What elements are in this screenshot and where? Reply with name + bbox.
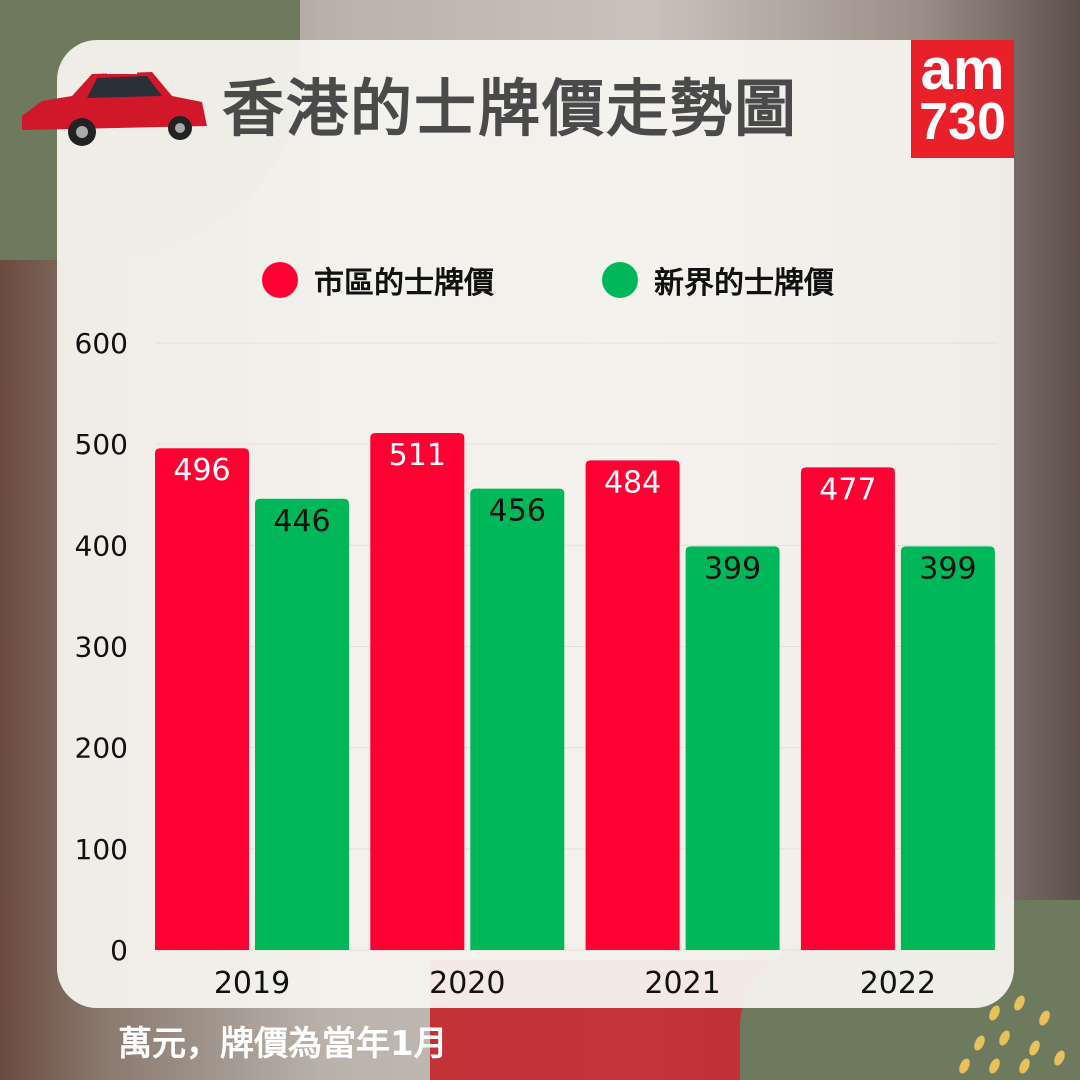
footnote: 萬元，牌價為當年1月 <box>118 1024 448 1064</box>
data-label: 456 <box>489 494 546 529</box>
data-label: 477 <box>819 472 876 507</box>
taxi-icon <box>22 68 207 146</box>
y-tick-label: 600 <box>75 327 128 360</box>
data-label: 399 <box>704 551 761 586</box>
bar-urban <box>370 433 465 950</box>
bar-nt <box>470 488 565 950</box>
legend-dot-green <box>602 262 638 298</box>
data-label: 496 <box>173 453 230 488</box>
data-label: 446 <box>273 504 330 539</box>
x-tick-label: 2020 <box>429 966 505 1001</box>
legend-item-urban: 市區的士牌價 <box>262 258 494 302</box>
bar-urban <box>800 467 895 950</box>
bar-urban <box>585 460 680 950</box>
y-tick-label: 300 <box>75 631 128 664</box>
y-tick-label: 400 <box>75 529 128 562</box>
y-tick-label: 200 <box>75 732 128 765</box>
bar-nt <box>900 546 995 950</box>
legend-dot-red <box>262 262 298 298</box>
legend-label: 市區的士牌價 <box>314 266 494 301</box>
y-tick-label: 0 <box>110 934 128 967</box>
data-label: 484 <box>604 465 661 500</box>
data-label: 511 <box>389 438 446 473</box>
legend-item-nt: 新界的士牌價 <box>602 258 834 302</box>
x-tick-label: 2021 <box>644 966 720 1001</box>
y-tick-label: 100 <box>75 833 128 866</box>
legend-label: 新界的士牌價 <box>654 266 834 301</box>
am730-logo: am 730 <box>911 40 1014 158</box>
x-tick-label: 2019 <box>214 966 290 1001</box>
bar-nt <box>685 546 780 950</box>
bar-urban <box>155 448 249 950</box>
bar-nt <box>255 498 349 950</box>
x-tick-label: 2022 <box>860 966 936 1001</box>
data-label: 399 <box>919 551 976 586</box>
y-tick-label: 500 <box>75 428 128 461</box>
page-title: 香港的士牌價走勢圖 <box>222 72 799 145</box>
logo-line1: am <box>920 37 1005 102</box>
logo-line2: 730 <box>919 93 1006 151</box>
